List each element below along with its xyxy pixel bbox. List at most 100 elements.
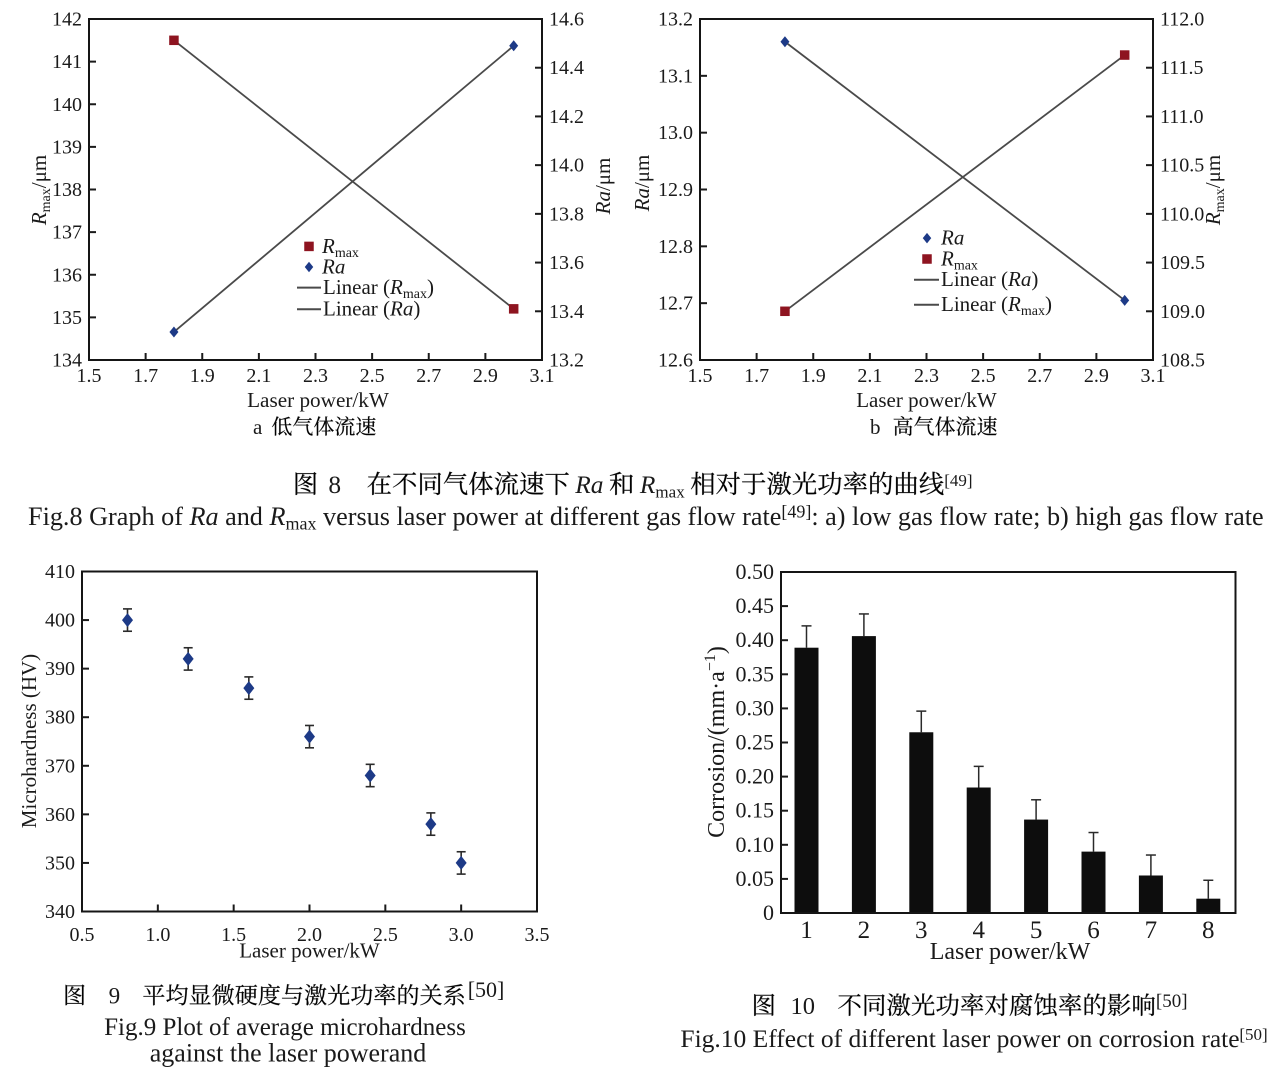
- svg-text:135: 135: [52, 307, 82, 329]
- svg-text:1.7: 1.7: [744, 365, 769, 387]
- svg-text:111.5: 111.5: [1160, 57, 1204, 79]
- svg-text:109.5: 109.5: [1160, 252, 1205, 274]
- svg-text:[49]: [49]: [781, 502, 811, 522]
- svg-text:2.9: 2.9: [473, 365, 498, 387]
- svg-text:3.5: 3.5: [525, 924, 550, 946]
- svg-text:5: 5: [1030, 917, 1043, 944]
- svg-text:14.6: 14.6: [549, 9, 584, 31]
- svg-text:Ra: Ra: [1007, 267, 1031, 291]
- svg-text:/μm: /μm: [630, 155, 654, 188]
- svg-text:1.7: 1.7: [133, 365, 158, 387]
- svg-text:2.5: 2.5: [971, 365, 996, 387]
- svg-text:−1: −1: [702, 654, 719, 671]
- svg-text:137: 137: [52, 222, 82, 244]
- svg-text:1.9: 1.9: [190, 365, 215, 387]
- svg-text:380: 380: [45, 707, 75, 729]
- svg-text:12.8: 12.8: [658, 236, 693, 258]
- svg-text:[50]: [50]: [468, 977, 505, 1002]
- svg-text:): ): [704, 646, 730, 654]
- svg-text:versus laser power at differen: versus laser power at different gas flow…: [323, 502, 781, 531]
- svg-text:112.0: 112.0: [1160, 9, 1204, 31]
- svg-text:2.3: 2.3: [914, 365, 939, 387]
- svg-text:and: and: [225, 502, 263, 531]
- svg-text:400: 400: [45, 610, 75, 632]
- svg-text:max: max: [1213, 188, 1228, 212]
- svg-text:Microhardness (HV): Microhardness (HV): [17, 654, 41, 828]
- svg-text:13.2: 13.2: [549, 350, 584, 372]
- svg-text:0.30: 0.30: [736, 695, 775, 720]
- svg-text:350: 350: [45, 852, 75, 874]
- svg-text:13.4: 13.4: [549, 301, 584, 323]
- svg-text:R: R: [27, 212, 51, 226]
- svg-text:2.9: 2.9: [1084, 365, 1109, 387]
- svg-text:0.45: 0.45: [736, 593, 775, 618]
- svg-text:14.4: 14.4: [549, 57, 584, 79]
- svg-text:7: 7: [1145, 917, 1158, 944]
- svg-text:0.35: 0.35: [736, 661, 775, 686]
- svg-text:Laser power/kW: Laser power/kW: [930, 939, 1091, 965]
- svg-text:410: 410: [45, 561, 75, 583]
- svg-text:R: R: [389, 275, 403, 299]
- svg-text:Ra: Ra: [389, 297, 413, 321]
- svg-text:0.20: 0.20: [736, 764, 775, 789]
- svg-text:Laser power/kW: Laser power/kW: [856, 388, 997, 412]
- svg-text:Fig.8 Graph of: Fig.8 Graph of: [28, 502, 183, 531]
- svg-text:360: 360: [45, 804, 75, 826]
- svg-text:): ): [1045, 292, 1052, 316]
- svg-text:max: max: [1021, 304, 1045, 319]
- svg-text:0: 0: [763, 900, 774, 925]
- svg-text:12.7: 12.7: [658, 293, 693, 315]
- svg-text:0.50: 0.50: [736, 559, 775, 584]
- svg-text:R: R: [940, 247, 954, 271]
- svg-text:[50]: [50]: [1156, 991, 1188, 1012]
- svg-text:138: 138: [52, 179, 82, 201]
- svg-text:9: 9: [109, 983, 121, 1009]
- svg-text:Ra: Ra: [574, 471, 603, 499]
- svg-text:2.1: 2.1: [857, 365, 882, 387]
- svg-text:0.25: 0.25: [736, 730, 775, 755]
- svg-text:/μm: /μm: [27, 155, 51, 188]
- svg-text:1.5: 1.5: [77, 365, 102, 387]
- svg-text:3: 3: [915, 917, 928, 944]
- svg-text:0.05: 0.05: [736, 866, 775, 891]
- svg-text:1: 1: [800, 917, 813, 944]
- svg-text:Ra: Ra: [940, 226, 964, 250]
- svg-text:2.5: 2.5: [360, 365, 385, 387]
- svg-text:Corrosion/(mm·a: Corrosion/(mm·a: [704, 671, 730, 838]
- svg-text:110.0: 110.0: [1160, 203, 1204, 225]
- svg-text:13.6: 13.6: [549, 252, 584, 274]
- svg-text:/μm: /μm: [1201, 155, 1225, 188]
- svg-text:13.0: 13.0: [658, 122, 693, 144]
- svg-text:1.5: 1.5: [688, 365, 713, 387]
- svg-text:[49]: [49]: [944, 471, 972, 490]
- svg-text:140: 140: [52, 94, 82, 116]
- svg-text:0.5: 0.5: [70, 924, 95, 946]
- svg-text:max: max: [335, 246, 359, 261]
- svg-text:2.1: 2.1: [246, 365, 271, 387]
- svg-text:2.5: 2.5: [373, 924, 398, 946]
- svg-text:0.40: 0.40: [736, 627, 775, 652]
- svg-text:141: 141: [52, 51, 82, 73]
- svg-text:R: R: [1201, 212, 1225, 226]
- svg-text:1.9: 1.9: [801, 365, 826, 387]
- svg-text:0.10: 0.10: [736, 832, 775, 857]
- svg-text:2.3: 2.3: [303, 365, 328, 387]
- svg-text:a: a: [253, 415, 263, 439]
- svg-text:): ): [427, 275, 434, 299]
- svg-text:max: max: [954, 258, 978, 273]
- svg-text:2.7: 2.7: [416, 365, 441, 387]
- svg-text:134: 134: [52, 350, 82, 372]
- svg-text:R: R: [268, 502, 285, 531]
- svg-text:13.1: 13.1: [658, 65, 693, 87]
- svg-text:109.0: 109.0: [1160, 301, 1205, 323]
- svg-text:Ra: Ra: [188, 502, 218, 531]
- svg-text:370: 370: [45, 755, 75, 777]
- svg-text:Fig.10 Effect of different las: Fig.10 Effect of different laser power o…: [680, 1024, 1239, 1053]
- svg-text:[50]: [50]: [1239, 1025, 1267, 1044]
- svg-text:b: b: [870, 415, 881, 439]
- svg-text:1.0: 1.0: [145, 924, 170, 946]
- svg-text:2.0: 2.0: [297, 924, 322, 946]
- svg-text:2: 2: [858, 917, 871, 944]
- svg-text:Laser power/kW: Laser power/kW: [239, 939, 380, 963]
- svg-text:108.5: 108.5: [1160, 350, 1205, 372]
